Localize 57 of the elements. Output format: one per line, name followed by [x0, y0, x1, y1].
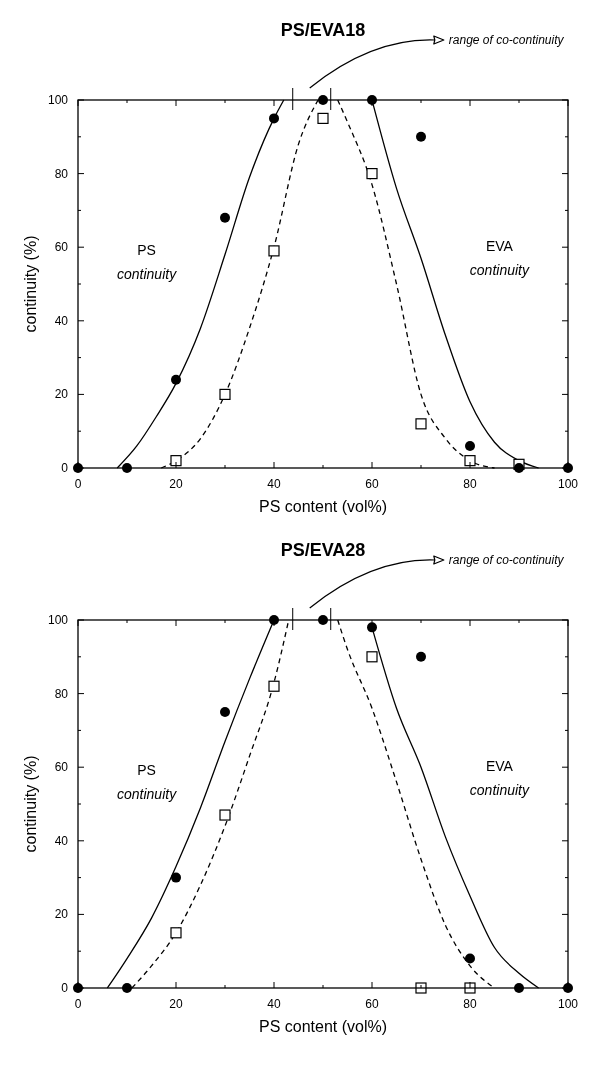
- x-axis-title: PS content (vol%): [258, 1018, 388, 1035]
- x-tick-label: 100: [557, 997, 579, 1011]
- x-tick-label: 60: [365, 477, 379, 491]
- point: [171, 872, 181, 883]
- x-tick-label: 40: [267, 477, 281, 491]
- text: range of co-continuity: [448, 33, 565, 47]
- y-tick-label: 80: [54, 686, 69, 701]
- y-tick-label: 100: [47, 93, 69, 107]
- text: range of co-continuity: [448, 553, 565, 567]
- x-tick-label: 0: [74, 997, 82, 1011]
- point: [416, 651, 426, 662]
- point: [415, 982, 427, 994]
- y-tick-label: 40: [54, 313, 69, 328]
- point: [170, 455, 182, 467]
- x-tick-label: 80: [463, 997, 477, 1011]
- point: [366, 168, 378, 180]
- y-tick-label: 60: [54, 760, 69, 775]
- annotation: PS continuity: [117, 761, 178, 802]
- point: [268, 245, 280, 257]
- point: [269, 113, 279, 124]
- annotation: EVA continuity: [469, 237, 530, 278]
- chart-title: PS/EVA18: [280, 20, 366, 40]
- point: [220, 212, 230, 223]
- point: [416, 131, 426, 142]
- y-tick-label: 40: [54, 833, 69, 848]
- point: [219, 809, 231, 821]
- y-axis-title: continuity (%): [22, 235, 39, 333]
- point: [317, 112, 329, 124]
- annotation: EVA continuity: [469, 757, 530, 798]
- x-tick-label: 20: [169, 997, 183, 1011]
- x-tick-label: 60: [365, 997, 379, 1011]
- x-tick-label: 0: [74, 477, 82, 491]
- point: [415, 418, 427, 430]
- y-tick-label: 0: [61, 461, 69, 475]
- annotation: PS continuity: [117, 241, 178, 282]
- y-tick-label: 20: [54, 387, 69, 402]
- point: [220, 707, 230, 717]
- y-tick-label: 80: [54, 166, 69, 181]
- chart-title: PS/EVA28: [280, 540, 366, 560]
- y-tick-label: 0: [61, 981, 69, 995]
- point: [465, 440, 475, 451]
- x-tick-label: 40: [267, 997, 281, 1011]
- point: [465, 953, 475, 964]
- x-axis-title: PS content (vol%): [258, 498, 388, 515]
- x-tick-label: 80: [463, 477, 477, 491]
- point: [170, 927, 182, 939]
- y-tick-label: 60: [54, 240, 69, 255]
- x-tick-label: 100: [557, 477, 579, 491]
- point: [366, 651, 378, 663]
- y-tick-label: 100: [47, 613, 69, 627]
- y-tick-label: 20: [54, 907, 69, 922]
- point: [268, 680, 280, 692]
- point: [219, 388, 231, 400]
- x-tick-label: 20: [169, 477, 183, 491]
- y-axis-title: continuity (%): [22, 755, 39, 853]
- point: [171, 374, 181, 385]
- point: [464, 455, 476, 467]
